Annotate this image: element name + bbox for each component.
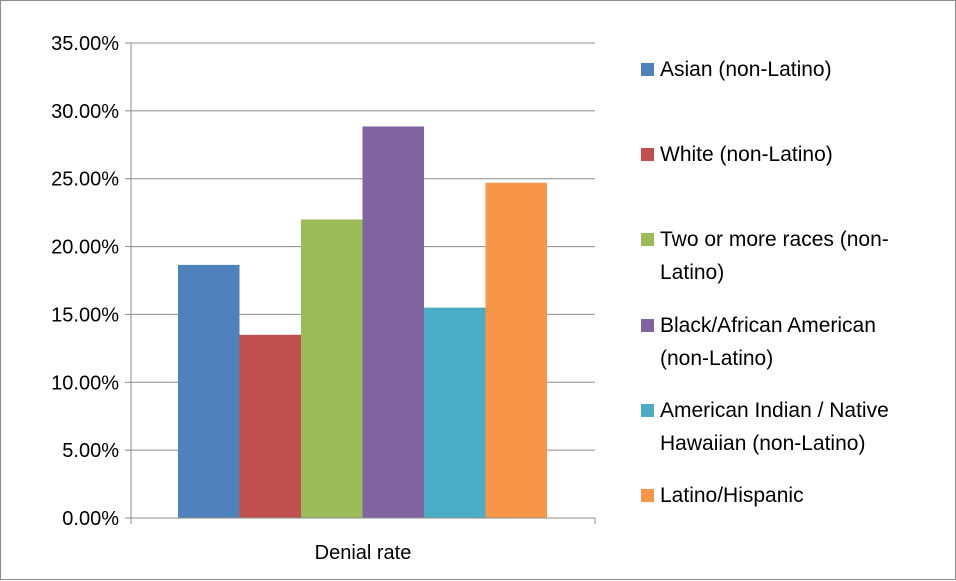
y-tick-label: 35.00%: [51, 33, 119, 55]
legend-label: Black/African American (non-Latino): [660, 314, 876, 370]
y-tick-label: 5.00%: [62, 440, 119, 462]
y-tick-label: 25.00%: [51, 169, 119, 191]
y-tick-label: 15.00%: [51, 304, 119, 326]
y-tick-label: 10.00%: [51, 372, 119, 394]
legend-label: White (non-Latino): [660, 143, 833, 166]
x-category-label: Denial rate: [315, 542, 412, 564]
bar: [301, 219, 363, 518]
y-tick-label: 0.00%: [62, 508, 119, 530]
y-tick-label: 30.00%: [51, 101, 119, 123]
legend-item: Asian (non-Latino): [641, 53, 930, 86]
legend-swatch: [641, 148, 654, 161]
legend-swatch: [641, 319, 654, 332]
legend-label: American Indian / Native Hawaiian (non-L…: [660, 399, 889, 455]
legend-label: Two or more races (non-Latino): [660, 228, 889, 284]
legend-label: Latino/Hispanic: [660, 484, 804, 507]
legend-swatch: [641, 233, 654, 246]
legend-item: Black/African American (non-Latino): [641, 309, 930, 375]
y-tick-label: 20.00%: [51, 237, 119, 259]
bar: [178, 264, 240, 518]
legend-swatch: [641, 63, 654, 76]
legend-label: Asian (non-Latino): [660, 58, 832, 81]
bar: [362, 126, 424, 518]
legend-swatch: [641, 404, 654, 417]
legend-swatch: [641, 489, 654, 502]
legend-item: Latino/Hispanic: [641, 479, 930, 512]
legend-item: Two or more races (non-Latino): [641, 223, 945, 289]
legend-item: American Indian / Native Hawaiian (non-L…: [641, 394, 925, 460]
bar: [485, 182, 547, 519]
legend-item: White (non-Latino): [641, 138, 930, 171]
bar: [424, 307, 486, 518]
bar: [239, 334, 301, 518]
